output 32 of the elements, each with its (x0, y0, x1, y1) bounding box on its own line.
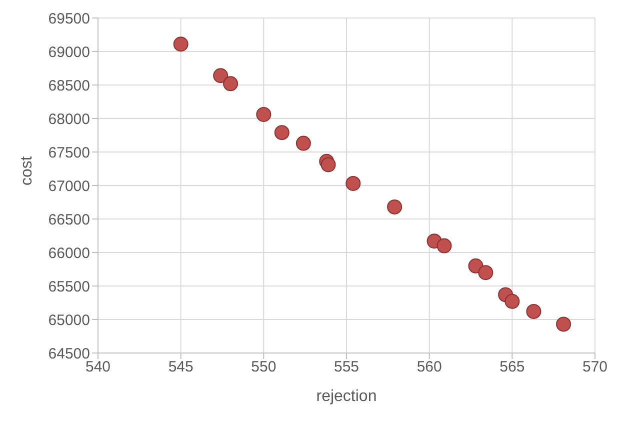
y-tick-label: 69500 (48, 10, 90, 28)
point (387, 199, 402, 214)
point (274, 125, 290, 140)
point (346, 176, 361, 191)
y-tick-label: 68500 (48, 77, 90, 94)
y-axis-title: cost (18, 156, 36, 186)
point (320, 157, 336, 172)
y-tick-label: 65000 (48, 312, 90, 329)
y-tick-label: 69000 (48, 44, 90, 61)
y-tick-label: 65500 (48, 278, 90, 296)
point (504, 294, 520, 309)
x-tick-label: 545 (168, 358, 194, 376)
y-tick-label: 68000 (48, 110, 90, 128)
point (213, 68, 228, 84)
y-tick-label: 66000 (48, 244, 90, 262)
point (296, 136, 311, 151)
point (436, 238, 452, 254)
point (256, 106, 272, 122)
x-tick-label: 570 (582, 358, 608, 376)
x-tick-label: 565 (500, 358, 525, 376)
x-tick-label: 555 (334, 358, 360, 376)
point (556, 316, 572, 332)
y-tick-label: 67000 (48, 178, 90, 195)
point (478, 265, 494, 280)
x-tick-label: 560 (416, 358, 442, 376)
y-tick-label: 67500 (48, 144, 90, 162)
point (526, 304, 542, 319)
x-axis-title: rejection (316, 388, 377, 405)
x-tick-label: 550 (251, 358, 276, 376)
point (173, 36, 188, 52)
y-tick-label: 66500 (48, 211, 90, 228)
point (223, 76, 238, 92)
